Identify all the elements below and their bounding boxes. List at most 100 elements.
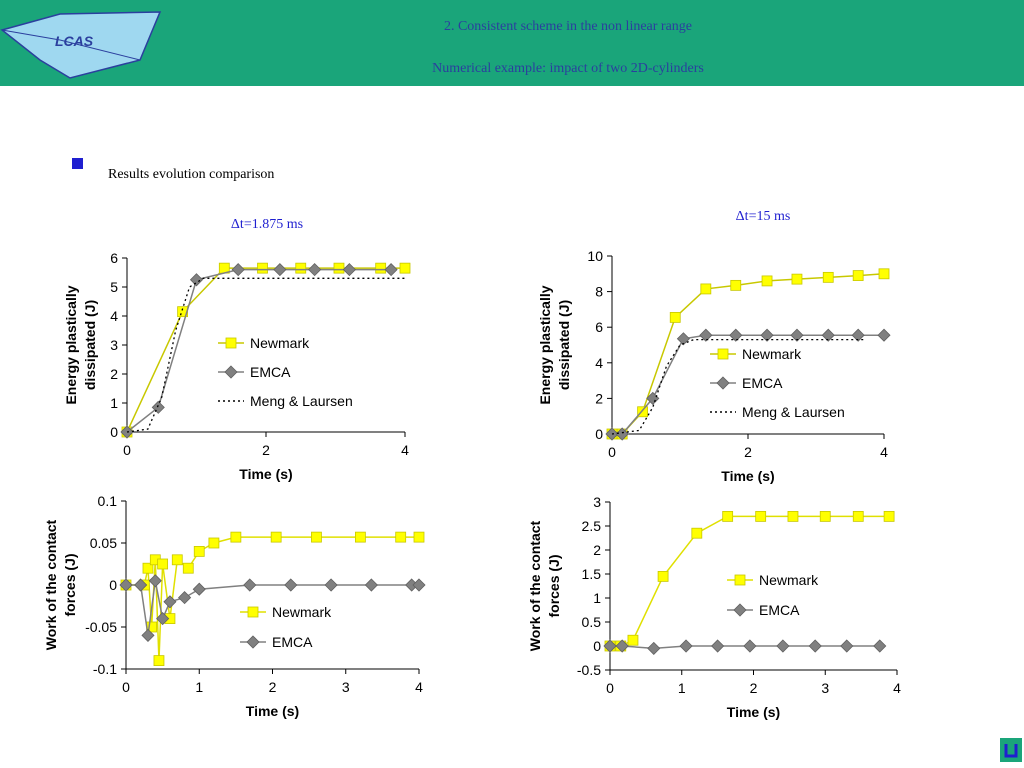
legend-label: Meng & Laursen xyxy=(742,404,845,420)
marker xyxy=(333,262,345,274)
y-axis-label: Energy plastically xyxy=(537,285,553,404)
y-tick-label: 2 xyxy=(593,542,601,558)
marker xyxy=(679,639,693,653)
y-axis-label: dissipated (J) xyxy=(82,300,98,390)
marker xyxy=(743,639,757,653)
marker xyxy=(627,634,639,646)
y-tick-label: -0.05 xyxy=(85,619,117,635)
y-tick-label: 2 xyxy=(595,390,603,406)
marker xyxy=(119,578,133,592)
marker xyxy=(163,595,177,609)
marker xyxy=(324,578,338,592)
marker xyxy=(873,639,887,653)
marker xyxy=(791,273,803,285)
x-tick-label: 2 xyxy=(744,444,752,460)
marker xyxy=(257,262,268,274)
marker xyxy=(647,641,661,655)
y-tick-label: 0 xyxy=(110,424,118,440)
marker xyxy=(722,510,734,522)
dt-label: Δt=15 ms xyxy=(736,209,791,224)
legend-marker xyxy=(717,348,729,360)
marker xyxy=(883,510,895,522)
header-band xyxy=(0,0,1024,86)
marker xyxy=(342,263,356,277)
y-tick-label: 6 xyxy=(110,250,118,266)
y-tick-label: 4 xyxy=(110,308,118,324)
x-axis-label: Time (s) xyxy=(721,468,774,484)
marker xyxy=(755,510,767,522)
y-axis-label: Work of the contact xyxy=(43,519,59,650)
x-tick-label: 3 xyxy=(342,679,350,695)
marker xyxy=(270,531,282,543)
marker xyxy=(819,510,831,522)
legend-label: Newmark xyxy=(759,572,819,588)
svg-text:LCAS: LCAS xyxy=(55,33,94,49)
marker xyxy=(192,582,206,596)
marker xyxy=(156,612,170,626)
series-line xyxy=(610,645,880,650)
series-line xyxy=(126,580,419,636)
marker xyxy=(878,268,890,280)
y-axis-label: forces (J) xyxy=(62,553,78,616)
y-tick-label: 10 xyxy=(587,248,603,264)
x-tick-label: 1 xyxy=(195,679,203,695)
marker xyxy=(153,655,165,666)
marker xyxy=(790,328,804,342)
marker xyxy=(877,328,891,342)
y-axis-label: dissipated (J) xyxy=(556,300,572,390)
x-tick-label: 0 xyxy=(122,679,130,695)
x-axis-label: Time (s) xyxy=(727,704,780,720)
marker xyxy=(142,562,154,574)
x-tick-label: 0 xyxy=(606,680,614,696)
marker xyxy=(134,578,148,592)
y-axis-label: Energy plastically xyxy=(63,285,79,404)
marker xyxy=(761,275,773,287)
series-line xyxy=(126,277,405,433)
marker xyxy=(760,328,774,342)
y-tick-label: 2 xyxy=(110,366,118,382)
legend-marker xyxy=(246,635,260,649)
x-tick-label: 4 xyxy=(415,679,423,695)
marker xyxy=(730,279,742,291)
marker xyxy=(364,578,378,592)
marker xyxy=(273,263,287,277)
x-tick-label: 2 xyxy=(269,679,277,695)
legend-marker xyxy=(224,365,238,379)
marker xyxy=(729,328,743,342)
marker xyxy=(787,510,799,522)
marker xyxy=(822,271,834,283)
y-tick-label: 0 xyxy=(593,638,601,654)
marker xyxy=(412,578,426,592)
marker xyxy=(171,554,183,566)
x-tick-label: 0 xyxy=(123,442,131,458)
marker xyxy=(182,562,194,574)
x-tick-label: 4 xyxy=(880,444,888,460)
marker xyxy=(193,546,205,557)
y-tick-label: 6 xyxy=(595,319,603,335)
marker xyxy=(295,262,307,274)
x-tick-label: 1 xyxy=(678,680,686,696)
x-tick-label: 3 xyxy=(821,680,829,696)
marker xyxy=(230,531,242,543)
y-tick-label: 5 xyxy=(110,279,118,295)
legend-label: EMCA xyxy=(272,634,313,650)
marker xyxy=(603,639,617,653)
nav-icon[interactable] xyxy=(1000,738,1022,762)
marker xyxy=(151,400,165,414)
marker xyxy=(676,332,690,346)
legend-label: EMCA xyxy=(250,364,291,380)
y-tick-label: 0 xyxy=(109,577,117,593)
marker xyxy=(284,578,298,592)
marker xyxy=(669,312,681,323)
marker xyxy=(148,574,162,588)
marker xyxy=(395,531,407,543)
marker xyxy=(413,531,425,543)
y-tick-label: 1 xyxy=(110,395,118,411)
marker xyxy=(375,262,387,274)
title-line: Numerical example: impact of two 2D-cyli… xyxy=(432,61,704,76)
marker xyxy=(808,639,822,653)
marker xyxy=(243,578,257,592)
y-tick-label: 3 xyxy=(593,494,601,510)
marker xyxy=(699,328,713,342)
